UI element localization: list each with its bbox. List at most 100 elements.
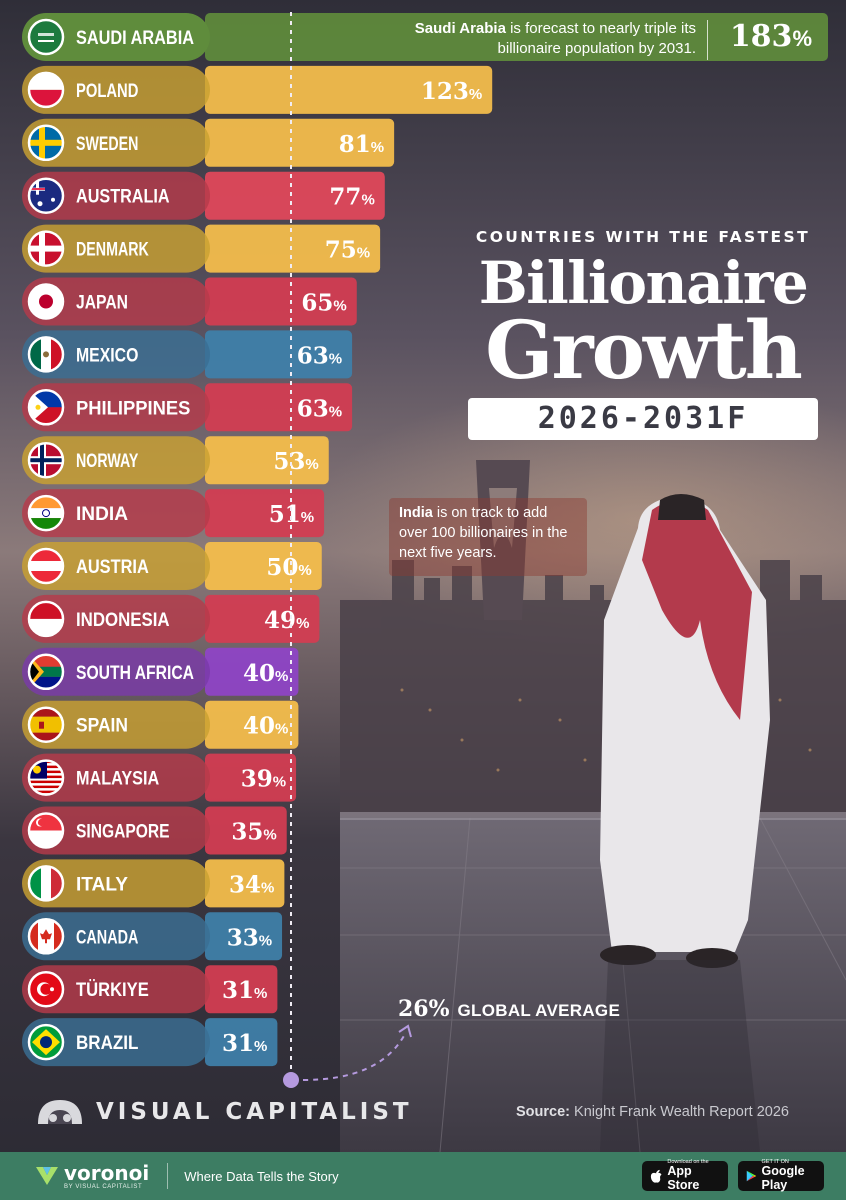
category-label-canada: CANADA (76, 927, 139, 948)
label-pill-japan (22, 277, 210, 326)
app-store-text: App Store (667, 1164, 700, 1192)
flag-icon-sweden (27, 124, 65, 162)
category-label-indonesia: INDONESIA (76, 610, 170, 631)
label-pill-indonesia (22, 594, 210, 643)
label-pill-mexico (22, 330, 210, 379)
footer-bar: voronoi BY VISUAL CAPITALIST Where Data … (0, 1152, 846, 1200)
category-australia: AUSTRALIA (22, 171, 210, 220)
category-label-spain: SPAIN (76, 716, 128, 737)
chart-title-line-2: Growth (485, 303, 803, 397)
callout-divider (707, 20, 708, 60)
bar-sweden (205, 118, 395, 167)
category-brazil: BRAZIL (22, 1018, 210, 1067)
app-store-button[interactable]: Download on the App Store (642, 1158, 728, 1192)
flag-icon-australia (27, 177, 65, 214)
bar-mexico (205, 330, 353, 379)
google-play-text: Google Play (761, 1164, 805, 1192)
category-label-australia: AUSTRALIA (76, 187, 170, 208)
value-label-indonesia: 49% (264, 607, 309, 634)
app-store-small-text: Download on the (667, 1158, 709, 1165)
category-label-india: INDIA (76, 504, 128, 525)
value-label-brazil: 31% (222, 1030, 267, 1057)
india-callout: India is on track to add over 100 billio… (389, 498, 587, 576)
category-poland: POLAND (22, 65, 210, 114)
india-callout-text: is on track to add over 100 billionaires… (399, 505, 568, 561)
category-label-denmark: DENMARK (76, 240, 149, 261)
bar-poland (205, 65, 493, 114)
category-canada: CANADA (22, 912, 210, 961)
bar-spain (205, 700, 299, 749)
bar-south-africa (205, 647, 299, 696)
category-label-singapore: SINGAPORE (76, 822, 170, 843)
flag-icon-italy (27, 865, 65, 902)
google-play-icon (746, 1170, 757, 1182)
value-label-sweden: 81% (339, 131, 384, 158)
saudi-callout-text: is forecast to nearly triple its billion… (497, 20, 696, 57)
category-label-turkiye: TÜRKIYE (76, 980, 149, 1001)
bar-italy (205, 859, 285, 908)
bar-malaysia (205, 753, 297, 802)
voronoi-wordmark: voronoi (64, 1160, 150, 1185)
google-play-small-text: GET IT ON (761, 1158, 789, 1165)
value-label-south-africa: 40% (243, 660, 288, 687)
bar-norway (205, 436, 329, 485)
value-label-australia: 77% (329, 184, 374, 211)
value-label-canada: 33% (227, 924, 272, 951)
chart-period: 2026-2031F (468, 398, 818, 440)
category-turkiye: TÜRKIYE (22, 965, 210, 1014)
label-pill-austria (22, 542, 210, 590)
value-label-austria: 50% (266, 554, 311, 581)
label-pill-poland (22, 65, 210, 114)
flag-icon-austria (27, 547, 65, 585)
category-label-brazil: BRAZIL (76, 1033, 139, 1054)
labels-layer: SAUDI ARABIA 183% POLAND 123% SWEDEN 81% AUSTR… (22, 13, 812, 1067)
category-philippines: PHILIPPINES (22, 383, 210, 432)
chart-subtitle: COUNTRIES WITH THE FASTEST (475, 228, 811, 246)
category-label-poland: POLAND (76, 81, 138, 102)
bars-layer (205, 13, 828, 1067)
flag-icon-mexico (27, 336, 65, 373)
source: Source: Knight Frank Wealth Report 2026 (516, 1104, 789, 1120)
category-italy: ITALY (22, 859, 210, 908)
value-label-india: 51% (269, 501, 314, 528)
category-austria: AUSTRIA (22, 542, 210, 590)
voronoi-logo-icon (36, 1167, 58, 1185)
chart-title-line-1: Billionaire (478, 249, 809, 317)
google-play-button[interactable]: GET IT ON Google Play (738, 1158, 824, 1192)
global-average-marker (283, 1072, 299, 1088)
value-label-philippines: 63% (297, 395, 342, 422)
category-denmark: DENMARK (22, 224, 210, 273)
category-label-saudi-arabia: SAUDI ARABIA (76, 28, 194, 49)
visual-capitalist-logo-icon (38, 1100, 82, 1124)
category-label-mexico: MEXICO (76, 345, 138, 366)
label-pill-canada (22, 912, 210, 961)
value-label-turkiye: 31% (222, 977, 267, 1004)
flag-icon-india (27, 494, 65, 532)
category-label-sweden: SWEDEN (76, 134, 138, 155)
category-label-italy: ITALY (76, 874, 128, 895)
category-norway: NORWAY (22, 436, 210, 485)
category-label-south-africa: SOUTH AFRICA (76, 663, 194, 684)
flag-icon-denmark (27, 230, 65, 267)
bar-australia (205, 171, 385, 220)
value-label-denmark: 75% (325, 237, 370, 264)
bar-saudi-arabia (205, 13, 828, 61)
flag-icon-poland (27, 71, 65, 109)
label-pill-india (22, 489, 210, 538)
india-callout-bold: India (399, 505, 433, 521)
value-label-saudi-arabia: 183% (730, 19, 812, 54)
flag-icon-norway (27, 441, 65, 479)
apple-icon (650, 1169, 662, 1183)
flag-icon-indonesia (27, 600, 65, 638)
value-label-japan: 65% (301, 290, 346, 317)
source-label: Source: (516, 1104, 570, 1120)
flag-icon-canada (27, 918, 65, 955)
bar-singapore (205, 806, 287, 855)
voronoi-logo[interactable]: voronoi BY VISUAL CAPITALIST (34, 1163, 149, 1190)
voronoi-subtitle: BY VISUAL CAPITALIST (64, 1183, 143, 1190)
value-label-italy: 34% (229, 871, 274, 898)
label-pill-sweden (22, 118, 210, 167)
flag-icon-japan (27, 283, 65, 320)
label-pill-denmark (22, 224, 210, 273)
category-label-malaysia: MALAYSIA (76, 769, 159, 790)
